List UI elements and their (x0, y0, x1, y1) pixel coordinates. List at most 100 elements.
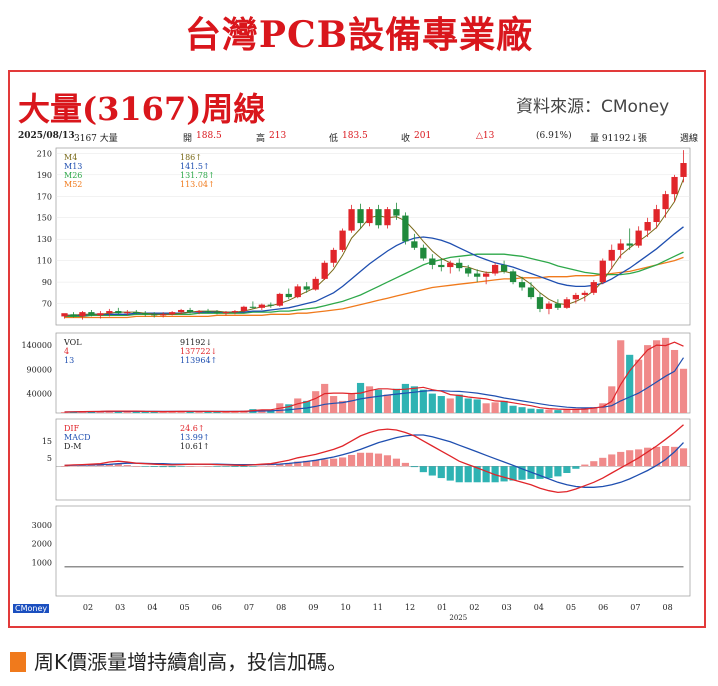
ma13-line (64, 226, 684, 316)
macd-histogram-bar (383, 455, 392, 467)
quote-date: 2025/08/13 (18, 131, 75, 141)
candle-body (438, 264, 445, 268)
candle-body (590, 282, 597, 293)
legend-macd-label: MACD (64, 433, 91, 442)
volume-bar (626, 354, 634, 413)
inst-ytick: 1000 (32, 558, 52, 567)
volume-bar (383, 394, 392, 413)
year-label: 2025 (449, 614, 467, 622)
xtick-label: 09 (308, 603, 318, 612)
volume-bar (536, 409, 544, 413)
dif-line (64, 424, 684, 494)
volume-bar (482, 403, 490, 413)
volume-bar (267, 410, 275, 413)
macd-histogram-bar (132, 466, 140, 467)
volume-bar (644, 345, 652, 413)
open-label: 開 (183, 134, 193, 144)
candle-body (249, 306, 257, 308)
candle-body (635, 230, 642, 246)
volume-bar (428, 393, 436, 413)
macd-histogram-bar (464, 466, 472, 483)
xtick-label: 11 (373, 603, 383, 612)
macd-histogram-bar (267, 465, 275, 467)
candle-body (662, 194, 669, 210)
macd-histogram-bar (679, 448, 688, 467)
macd-histogram-bar (312, 460, 320, 467)
legend-d-m-label: D-M (64, 442, 81, 451)
volume-readout: 量 91192↓張 (590, 134, 648, 144)
candle-body (330, 249, 337, 263)
legend-m13-value: 141.5↑ (180, 162, 210, 171)
candle-body (429, 258, 436, 265)
candle-body (61, 313, 68, 317)
macd-histogram-bar (285, 463, 293, 467)
xtick-label: 12 (405, 603, 415, 612)
panel-3-frame (55, 505, 691, 597)
macd-histogram-bar (500, 466, 508, 482)
macd-histogram-bar (374, 453, 383, 467)
xtick-label: 07 (244, 603, 254, 612)
candle-body (375, 209, 382, 226)
volume-bar (446, 398, 454, 413)
macd-histogram-bar (240, 466, 248, 467)
macd-histogram-bar (545, 466, 553, 479)
volume-bar (464, 398, 472, 413)
volume-bar (545, 409, 553, 413)
macd-histogram-bar (590, 461, 598, 467)
candle-body (581, 292, 588, 295)
volume-bar (60, 412, 69, 413)
candle-body (276, 293, 283, 306)
xtick-label: 03 (115, 603, 125, 612)
candle-body (222, 312, 230, 314)
candle-body (617, 243, 624, 250)
candle-body (231, 311, 239, 313)
price-ytick: 170 (37, 192, 52, 201)
chart-subtitle: 大量(3167)周線 (18, 90, 266, 128)
macd-histogram-bar (581, 464, 589, 467)
volume-bar (455, 394, 463, 413)
volume-bar (222, 411, 230, 413)
macd-histogram-bar (123, 465, 131, 467)
macd-histogram-bar (347, 454, 356, 467)
volume-bar (303, 400, 311, 413)
macd-histogram-bar (276, 464, 284, 467)
volume-bar (330, 396, 338, 413)
volume-bar (213, 411, 221, 413)
macd-histogram-bar (509, 466, 517, 481)
volume-bar (491, 402, 499, 413)
volume-bar (581, 408, 589, 413)
macd-histogram-bar (608, 454, 616, 467)
macd-ytick: 15 (42, 437, 52, 446)
candle-body (491, 264, 499, 274)
open-value: 188.5 (196, 131, 222, 141)
legend-m52-value: 113.04↑ (180, 180, 215, 189)
volume-bar (509, 405, 517, 413)
candle-body (599, 260, 606, 283)
candle-body (527, 287, 535, 298)
legend-m26-value: 131.78↑ (180, 171, 215, 180)
caption-marker (10, 652, 26, 672)
volume-bar (123, 411, 131, 413)
candle-body (339, 230, 346, 250)
legend-4-label: 4 (64, 347, 69, 356)
macd-histogram-bar (258, 465, 266, 467)
price-ytick: 130 (37, 235, 52, 244)
caption-text: 周K價漲量增持續創高，投信加碼。 (34, 650, 348, 674)
macd-histogram-bar (159, 466, 167, 468)
change-value: △13 (476, 131, 495, 141)
macd-histogram-bar (473, 466, 481, 483)
xtick-label: 07 (630, 603, 640, 612)
volume-ma4-line (64, 341, 684, 413)
volume-ytick: 40000 (27, 390, 52, 399)
candle-body (357, 209, 364, 224)
macd-histogram-bar (114, 463, 122, 467)
candle-body (195, 311, 203, 313)
macd-histogram-bar (231, 466, 239, 467)
low-value: 183.5 (342, 131, 368, 141)
data-source: 資料來源：CMoney (516, 97, 670, 117)
candle-body (186, 309, 194, 313)
volume-bar (670, 349, 679, 413)
volume-bar (401, 383, 409, 413)
candle-body (563, 299, 571, 308)
legend-m13-label: M13 (64, 162, 82, 171)
